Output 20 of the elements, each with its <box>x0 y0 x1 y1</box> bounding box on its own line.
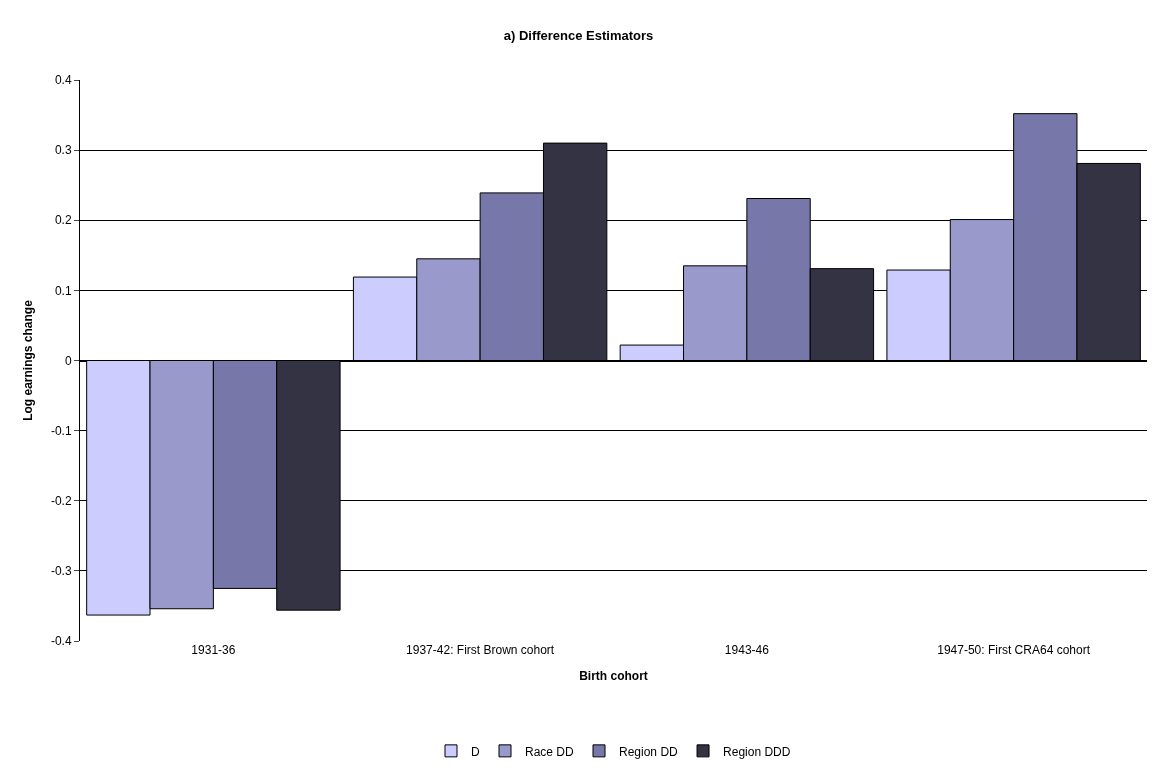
legend-label: Region DDD <box>723 744 791 759</box>
x-tick-label: 1931-36 <box>191 643 236 657</box>
y-tick-label: 0.3 <box>54 143 72 158</box>
y-tick-label: 0.1 <box>54 283 72 298</box>
legend-label: D <box>471 744 480 759</box>
chart-title: a) Difference Estimators <box>503 28 654 44</box>
x-tick-label: 1947-50: First CRA64 cohort <box>937 643 1091 657</box>
y-tick-label: -0.2 <box>50 493 72 508</box>
x-tick-label: 1937-42: First Brown cohort <box>406 643 555 657</box>
x-tick-label: 1943-46 <box>724 643 770 657</box>
y-tick-label: -0.1 <box>50 423 72 438</box>
legend-label: Region DD <box>619 744 679 759</box>
y-tick-label: 0.2 <box>54 213 72 228</box>
y-tick-label: 0.4 <box>54 73 72 88</box>
y-tick-label: -0.4 <box>50 634 72 649</box>
y-axis-title: Log earnings change <box>21 299 36 421</box>
y-tick-label: 0 <box>64 353 72 368</box>
x-axis-title: Birth cohort <box>579 668 648 683</box>
y-tick-label: -0.3 <box>50 564 72 579</box>
legend-label: Race DD <box>525 744 575 759</box>
